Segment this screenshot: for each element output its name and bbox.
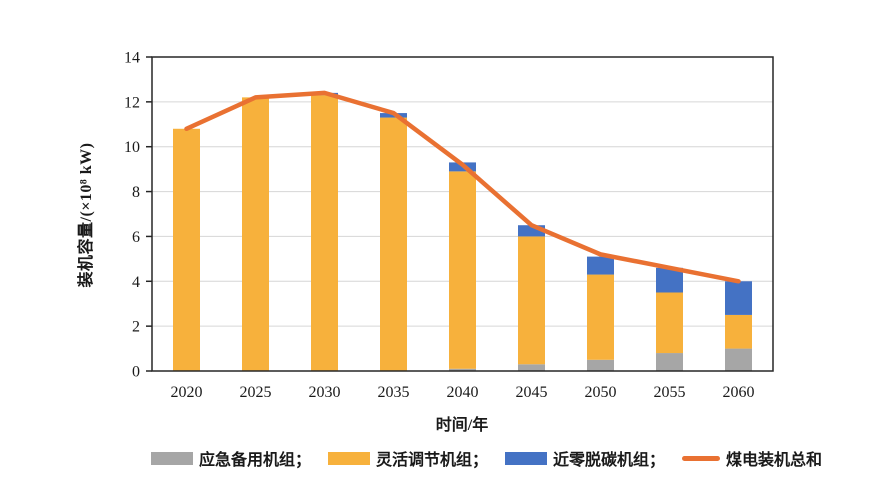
y-tick-label: 8	[132, 184, 140, 201]
legend-swatch-box	[328, 451, 371, 465]
x-tick-label: 2025	[240, 384, 272, 401]
bar-segment	[380, 117, 407, 371]
bar-segment	[656, 292, 683, 354]
bar-segment	[587, 256, 614, 275]
plot-border	[151, 56, 774, 372]
legend-item: 灵活调节机组；	[328, 446, 488, 470]
bar-segment	[518, 364, 545, 371]
y-tick-label: 12	[124, 94, 140, 111]
bar-segment	[656, 267, 683, 293]
legend: 应急备用机组； 灵活调节机组； 近零脱碳机组； 煤电装机总和	[151, 446, 822, 470]
x-tick-label: 2055	[654, 384, 686, 401]
x-tick-label: 2020	[171, 384, 203, 401]
bar-segment	[449, 171, 476, 369]
y-tick-label: 10	[124, 139, 140, 156]
x-tick-label: 2030	[309, 384, 341, 401]
bar-segment	[725, 281, 752, 315]
y-tick-label: 4	[132, 274, 140, 291]
total-line	[184, 90, 741, 284]
legend-label: 近零脱碳机组；	[553, 452, 666, 469]
x-axis-title: 时间/年	[435, 417, 489, 434]
bar-segment	[449, 368, 476, 371]
legend-label: 灵活调节机组；	[376, 452, 489, 469]
legend-swatch-box	[505, 451, 548, 465]
y-tick-label: 0	[132, 364, 140, 381]
legend-swatch-line	[682, 455, 721, 461]
x-tick-label: 2035	[378, 384, 410, 401]
bar-segment	[725, 314, 752, 349]
x-tick-label: 2040	[447, 384, 479, 401]
y-tick-label: 2	[132, 319, 140, 336]
bar-segment	[656, 353, 683, 371]
legend-item: 应急备用机组；	[151, 446, 311, 470]
bar-segment	[587, 359, 614, 371]
x-tick-label: 2060	[723, 384, 755, 401]
x-tick-label: 2050	[585, 384, 617, 401]
bar-segment	[311, 95, 338, 371]
bar-segment	[173, 128, 200, 371]
bar-segment	[518, 225, 545, 237]
legend-label: 煤电装机总和	[726, 452, 823, 469]
bar-segment	[518, 236, 545, 365]
legend-label: 应急备用机组；	[199, 452, 312, 469]
legend-swatch-box	[151, 451, 193, 465]
y-tick-label: 6	[132, 229, 140, 246]
bar-segment	[725, 348, 752, 371]
legend-item: 煤电装机总和	[682, 446, 822, 470]
bar-segment	[242, 97, 269, 371]
y-tick-label: 14	[124, 50, 140, 67]
bar-segment	[587, 274, 614, 360]
y-axis-title: 装机容量/(×10⁸ kW)	[78, 142, 95, 288]
legend-item: 近零脱碳机组；	[505, 446, 665, 470]
x-tick-label: 2045	[516, 384, 548, 401]
